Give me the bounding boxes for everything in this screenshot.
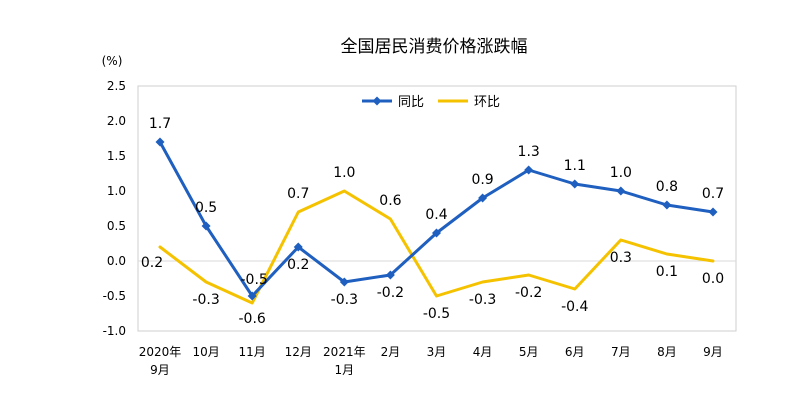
data-point-yoy xyxy=(293,242,303,252)
legend: 同比 环比 xyxy=(362,95,500,110)
x-tick-label: 7月 xyxy=(611,345,631,359)
x-tick-label: 10月 xyxy=(192,345,219,359)
data-label-yoy: 1.3 xyxy=(518,144,540,160)
x-tick-label: 2021年 xyxy=(323,345,366,359)
x-axis: 2020年 9月 10月 11月 12月 2021年 1月 2月 3月 4月 5月 6月 7月 8月 9月 xyxy=(139,345,723,377)
y-tick-label: -1.0 xyxy=(103,324,126,338)
series-layer xyxy=(155,137,718,305)
data-point-yoy xyxy=(662,200,672,210)
legend-label-yoy: 同比 xyxy=(398,95,424,110)
data-point-yoy xyxy=(339,277,349,287)
data-label-yoy: -0.5 xyxy=(241,272,268,288)
data-point-yoy xyxy=(247,291,257,301)
data-label-mom: 0.7 xyxy=(287,186,309,202)
data-label-yoy: 0.5 xyxy=(195,200,217,216)
x-tick-label: 8月 xyxy=(657,345,677,359)
y-axis: -1.0 -0.5 0.0 0.5 1.0 1.5 2.0 2.5 xyxy=(103,79,126,338)
x-tick-label: 11月 xyxy=(239,345,266,359)
data-label-yoy: 1.0 xyxy=(610,165,632,181)
data-label-mom: -0.6 xyxy=(239,311,266,327)
data-label-yoy: 1.7 xyxy=(149,116,171,132)
data-point-yoy xyxy=(432,228,441,238)
data-label-mom: 0.2 xyxy=(141,255,163,271)
x-tick-label-line2: 1月 xyxy=(335,363,355,377)
y-tick-label: 2.0 xyxy=(107,114,126,128)
data-label-mom: -0.3 xyxy=(192,292,219,308)
data-label-yoy: -0.3 xyxy=(331,292,358,308)
x-tick-label: 9月 xyxy=(703,345,723,359)
chart-title: 全国居民消费价格涨跌幅 xyxy=(341,37,528,57)
x-tick-label: 2020年 xyxy=(139,345,182,359)
data-point-yoy xyxy=(570,179,580,189)
data-label-mom: 0.0 xyxy=(702,271,724,287)
legend-marker-yoy xyxy=(372,96,382,106)
series-line-mom xyxy=(158,189,715,305)
legend-label-mom: 环比 xyxy=(474,95,500,110)
data-label-yoy: 0.8 xyxy=(656,179,678,195)
y-tick-label: -0.5 xyxy=(103,289,126,303)
data-label-mom: -0.3 xyxy=(469,292,496,308)
y-tick-label: 0.5 xyxy=(107,219,126,233)
data-point-yoy xyxy=(201,221,211,231)
data-point-yoy xyxy=(616,186,626,196)
data-label-mom: 0.3 xyxy=(610,250,632,266)
y-tick-label: 0.0 xyxy=(107,254,126,268)
data-point-yoy xyxy=(708,207,718,217)
data-label-yoy: 0.2 xyxy=(287,257,309,273)
data-label-yoy: 1.1 xyxy=(564,158,586,174)
plot-area-frame xyxy=(137,85,737,332)
data-point-yoy xyxy=(155,137,165,147)
y-tick-label: 1.0 xyxy=(107,184,126,198)
x-tick-label: 2月 xyxy=(381,345,401,359)
x-tick-label: 5月 xyxy=(519,345,539,359)
data-point-yoy xyxy=(385,270,395,280)
data-labels: 1.7 0.5 -0.5 0.2 -0.3 -0.2 0.4 0.9 1.3 1.1 1.0 0.8 0… xyxy=(141,116,724,327)
data-label-mom: -0.2 xyxy=(515,285,542,301)
data-label-mom: 0.6 xyxy=(379,193,401,209)
data-label-mom: 0.1 xyxy=(656,264,678,280)
data-point-yoy xyxy=(524,165,534,175)
data-label-yoy: 0.4 xyxy=(425,207,447,223)
x-tick-label: 4月 xyxy=(473,345,493,359)
y-tick-label: 2.5 xyxy=(107,79,126,93)
data-label-yoy: -0.2 xyxy=(377,285,404,301)
x-tick-label: 3月 xyxy=(427,345,447,359)
x-tick-label: 6月 xyxy=(565,345,585,359)
data-point-yoy xyxy=(478,193,488,203)
data-label-mom: -0.4 xyxy=(561,299,588,315)
x-tick-label: 12月 xyxy=(285,345,312,359)
data-label-yoy: 0.7 xyxy=(702,186,724,202)
data-label-yoy: 0.9 xyxy=(471,172,493,188)
data-label-mom: 1.0 xyxy=(333,165,355,181)
y-axis-unit: (%) xyxy=(102,54,123,68)
x-tick-label-line2: 9月 xyxy=(150,363,170,377)
y-tick-label: 1.5 xyxy=(107,149,126,163)
data-label-mom: -0.5 xyxy=(423,306,450,322)
